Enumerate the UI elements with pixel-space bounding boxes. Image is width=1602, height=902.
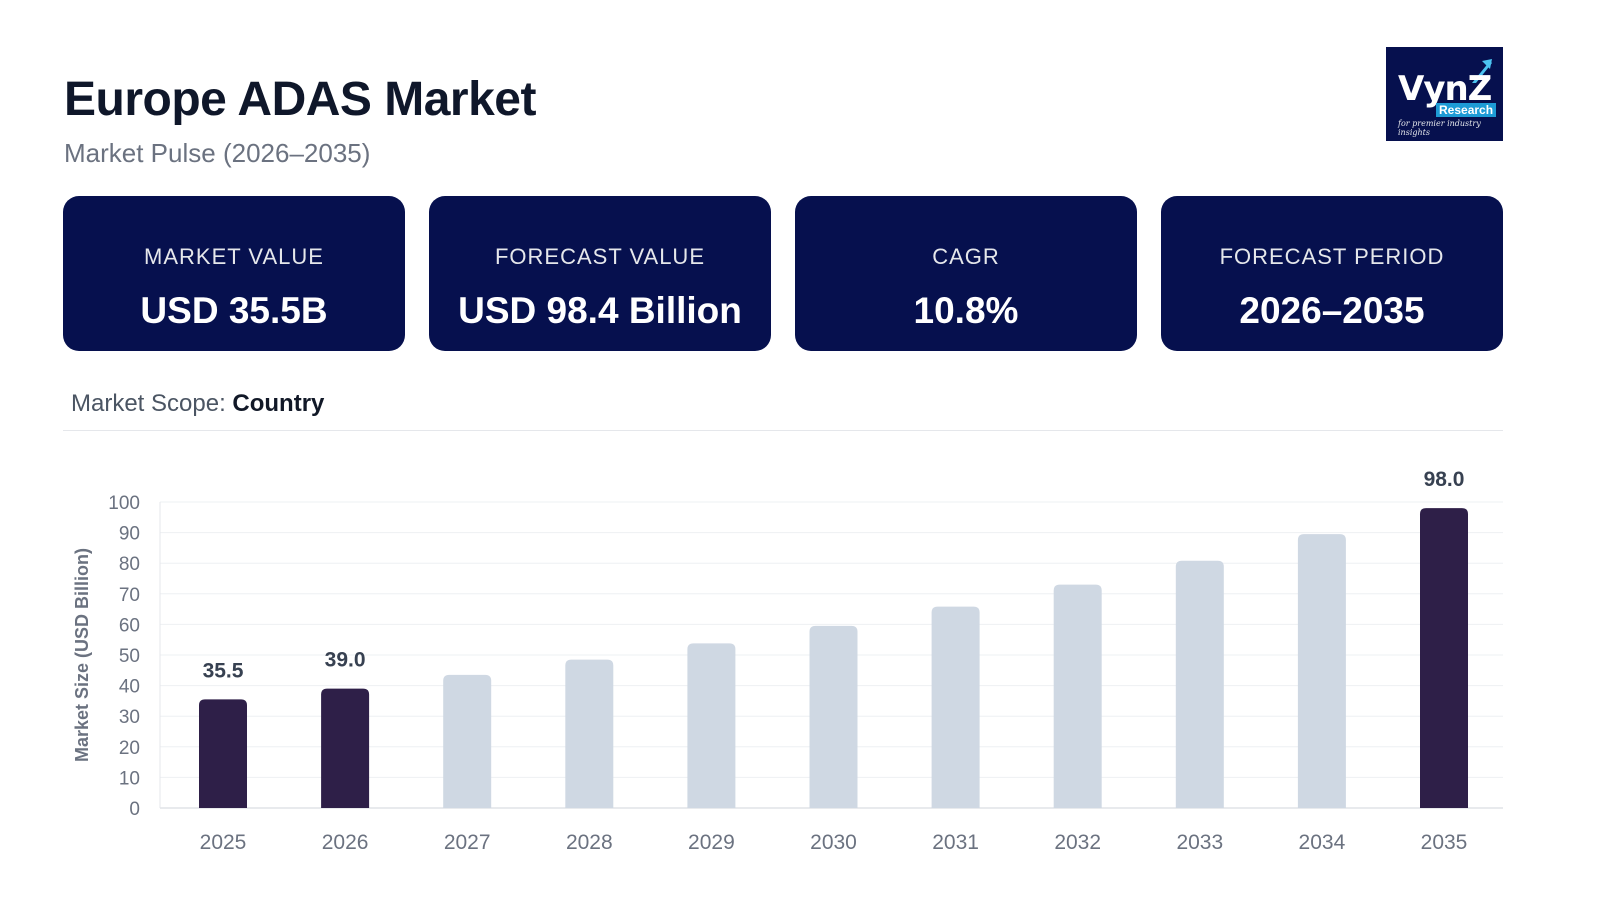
data-labels: 35.5 39.0 98.0 — [203, 468, 1465, 682]
kpi-card-market-value: MARKET VALUE USD 35.5B — [63, 196, 405, 351]
bar-2033 — [1175, 560, 1224, 808]
y-tick-label: 90 — [119, 524, 140, 545]
y-tick-label: 70 — [119, 585, 140, 606]
market-scope-label: Market Scope: — [71, 390, 226, 417]
page-title: Europe ADAS Market — [64, 73, 536, 126]
kpi-cards: MARKET VALUE USD 35.5B FORECAST VALUE US… — [63, 196, 1503, 351]
page-subtitle: Market Pulse (2026–2035) — [64, 138, 371, 168]
logo-wordmark: VynZ — [1398, 69, 1492, 109]
x-tick-label: 2035 — [1421, 831, 1468, 854]
data-label-2026: 39.0 — [325, 649, 366, 672]
bar-2035 — [1420, 508, 1468, 808]
y-tick-label: 10 — [119, 768, 140, 789]
bar-2026 — [321, 688, 370, 808]
x-tick-label: 2033 — [1176, 831, 1223, 854]
y-tick-label: 20 — [119, 738, 140, 759]
logo-subtext: Research — [1436, 103, 1497, 117]
y-tick-label: 50 — [119, 646, 140, 667]
kpi-label: FORECAST VALUE — [494, 244, 705, 269]
bar-2032 — [1053, 584, 1102, 808]
bar-2027 — [443, 674, 492, 808]
y-tick-label: 0 — [129, 799, 140, 820]
market-scope-value: Country — [232, 390, 325, 417]
bar-2034 — [1297, 534, 1346, 808]
y-axis-label: Market Size (USD Billion) — [72, 548, 92, 762]
kpi-value: 2026–2035 — [1239, 290, 1425, 331]
bars — [199, 508, 1468, 808]
y-axis-ticks: 0 10 20 30 40 50 60 70 80 90 100 — [108, 493, 140, 820]
y-tick-label: 100 — [108, 493, 140, 514]
kpi-label: FORECAST PERIOD — [1219, 244, 1445, 269]
arrow-icon — [1472, 59, 1492, 83]
data-label-2025: 35.5 — [203, 659, 244, 682]
brand-logo: VynZ Research for premier industry insig… — [1386, 47, 1503, 141]
divider — [63, 430, 1503, 431]
bar-2028 — [565, 659, 614, 808]
y-tick-label: 40 — [119, 677, 140, 698]
x-tick-label: 2028 — [566, 831, 613, 854]
x-tick-label: 2029 — [688, 831, 735, 854]
x-tick-label: 2031 — [932, 831, 979, 854]
kpi-label: MARKET VALUE — [144, 244, 324, 269]
y-tick-label: 30 — [119, 707, 140, 728]
x-tick-label: 2032 — [1054, 831, 1101, 854]
kpi-card-cagr: CAGR 10.8% — [795, 196, 1137, 351]
kpi-label: CAGR — [932, 244, 1000, 269]
bar-2025 — [199, 699, 247, 808]
logo-tagline: for premier industry insights — [1398, 119, 1481, 137]
kpi-value: USD 35.5B — [140, 290, 328, 331]
bar-2031 — [931, 606, 980, 808]
data-label-2035: 98.0 — [1424, 468, 1465, 491]
kpi-value: 10.8% — [913, 290, 1019, 331]
x-axis-ticks: 2025 2026 2027 2028 2029 2030 2031 2032 2033 2034… — [200, 831, 1468, 854]
kpi-value: USD 98.4 Billion — [458, 290, 742, 331]
x-tick-label: 2030 — [810, 831, 857, 854]
kpi-card-forecast-period: FORECAST PERIOD 2026–2035 — [1161, 196, 1503, 351]
x-tick-label: 2026 — [322, 831, 369, 854]
x-tick-label: 2027 — [444, 831, 491, 854]
kpi-card-forecast-value: FORECAST VALUE USD 98.4 Billion — [429, 196, 771, 351]
x-tick-label: 2025 — [200, 831, 247, 854]
x-tick-label: 2034 — [1299, 831, 1346, 854]
bar-2030 — [809, 625, 858, 808]
y-tick-label: 80 — [119, 554, 140, 575]
bar-2029 — [687, 643, 736, 808]
market-scope: Market Scope: Country — [71, 390, 324, 418]
y-tick-label: 60 — [119, 615, 140, 636]
